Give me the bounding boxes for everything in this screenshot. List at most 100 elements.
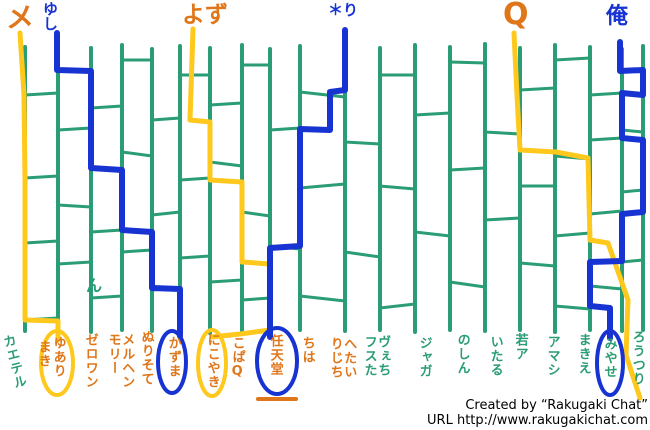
ladder-rung-55 <box>620 128 645 134</box>
bottom-name-9: 任天堂 <box>267 334 283 376</box>
bottom-name-16: 若ア <box>512 333 528 361</box>
ladder-rung-13 <box>120 248 154 254</box>
ladder-rung-26 <box>268 126 302 132</box>
ladder-rung-8 <box>89 104 124 110</box>
bottom-name-6: かずま <box>165 336 181 378</box>
bottom-name-10: ちは <box>299 336 315 364</box>
bottom-name-20: ろうつり <box>630 330 645 386</box>
ladder-rung-18 <box>178 176 212 182</box>
traced-path-blue-0 <box>54 30 183 339</box>
bottom-name-column: へたい <box>341 337 357 379</box>
ladder-rung-42 <box>483 216 522 222</box>
ladder-rung-2 <box>23 239 60 245</box>
bottom-name-column: ゆあり <box>50 336 66 378</box>
bottom-name-column: メルヘン <box>119 333 135 389</box>
bottom-name-column: モリー <box>105 333 121 375</box>
ladder-rung-53 <box>588 284 624 291</box>
bottom-name-15: いたる <box>487 335 503 377</box>
ladder-rung-52 <box>588 209 624 216</box>
bottom-name-8: こぱQ <box>230 336 245 380</box>
bottom-name-column: みやせ <box>601 337 617 379</box>
ladder-rung-29 <box>298 182 347 190</box>
winner-circle-yellow-0 <box>39 329 75 397</box>
bottom-name-column: いたる <box>487 335 503 377</box>
ladder-rung-39 <box>448 166 487 172</box>
ladder-rung-12 <box>120 150 154 158</box>
bottom-name-18: まきえ <box>575 333 591 375</box>
bottom-name-17: アマシ <box>544 335 560 377</box>
ladder-rung-35 <box>378 302 417 310</box>
ladder-rung-34 <box>378 184 417 191</box>
ladder-rung-31 <box>343 140 382 146</box>
ladder-rung-37 <box>413 230 452 238</box>
ladder-rung-24 <box>240 210 272 218</box>
ladder-rung-20 <box>208 101 244 107</box>
top-label-4: Q <box>503 0 529 32</box>
ladder-rung-46 <box>553 56 592 62</box>
ladder-rung-38 <box>448 60 487 65</box>
top-label-1: ゆし <box>41 1 59 31</box>
ladder-rung-10 <box>89 294 124 300</box>
bottom-name-column: りじち <box>327 337 343 379</box>
bottom-name-14: のしん <box>454 333 470 375</box>
bottom-name-7: にこやき <box>205 333 220 389</box>
bottom-name-column: ヴぇち <box>375 335 391 377</box>
ladder-rung-50 <box>588 91 624 97</box>
ladder-rung-22 <box>208 278 244 284</box>
bottom-name-column: フスた <box>361 335 377 377</box>
bottom-name-12: ヴぇち フスた <box>361 335 391 377</box>
bottom-name-column: ジャガ <box>416 336 432 378</box>
ladder-rung-6 <box>56 203 93 209</box>
ladder-rung-40 <box>448 280 487 289</box>
ladder-rung-9 <box>89 228 124 234</box>
ladder-rung-56 <box>620 188 645 194</box>
ladder-rung-43 <box>518 86 557 92</box>
winner-circle-blue-1 <box>156 329 188 395</box>
ladder-rung-30 <box>298 294 347 303</box>
credit-line: Created by “Rakugaki Chat” <box>465 398 648 414</box>
ladder-rung-51 <box>588 136 624 142</box>
stray-mark-0: ん <box>86 276 103 295</box>
winner-circle-blue-4 <box>595 329 625 397</box>
ladder-rung-1 <box>23 174 60 180</box>
ladder-rung-57 <box>620 258 645 264</box>
ladder-rung-41 <box>483 130 522 136</box>
bottom-name-column: のしん <box>454 333 470 375</box>
bottom-name-19: みやせ <box>601 337 617 379</box>
ladder-rung-5 <box>56 126 93 132</box>
ladder-rung-21 <box>208 160 244 168</box>
traced-path-yellow-1 <box>187 26 273 340</box>
top-label-0: メ <box>6 1 35 34</box>
credit-block: Created by “Rakugaki Chat” URL http://ww… <box>427 399 648 428</box>
bottom-name-column: 若ア <box>512 333 528 361</box>
top-label-2: よず <box>182 2 228 28</box>
bottom-name-5: ぬりそて <box>138 330 154 386</box>
credit-url: URL http://www.rakugakichat.com <box>427 412 648 428</box>
bottom-name-column: ちは <box>299 336 315 364</box>
ladder-rung-28 <box>298 90 347 99</box>
winner-circle-yellow-2 <box>196 328 228 398</box>
ladder-rung-19 <box>178 254 212 260</box>
bottom-name-column: アマシ <box>544 335 560 377</box>
traced-path-yellow-0 <box>17 30 61 343</box>
ladder-rung-14 <box>150 116 182 122</box>
ladder-rung-45 <box>518 261 557 268</box>
traced-path-blue-2 <box>587 39 646 341</box>
winner-circle-blue-3 <box>255 326 299 396</box>
bottom-name-column: まきえ <box>575 333 591 375</box>
ladder-rung-49 <box>553 304 592 311</box>
bottom-name-2: ゆあり <box>50 336 66 378</box>
top-label-5: 俺 <box>606 4 629 29</box>
traced-path-blue-1 <box>267 27 348 340</box>
bottom-name-column: ゼロワン <box>82 333 98 389</box>
bottom-name-column: かずま <box>165 336 181 378</box>
bottom-name-column: ぬりそて <box>138 330 154 386</box>
ladder-rung-0 <box>23 91 60 97</box>
ladder-rung-7 <box>56 260 93 266</box>
bottom-name-3: ゼロワン <box>82 333 98 389</box>
ladder-rung-25 <box>240 296 272 302</box>
top-label-3: ＊り <box>328 1 359 19</box>
bottom-name-column: 任天堂 <box>267 334 283 376</box>
